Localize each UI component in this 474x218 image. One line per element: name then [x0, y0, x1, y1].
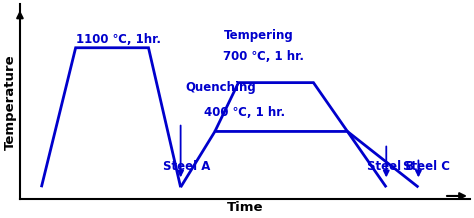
- Text: Tempering: Tempering: [223, 29, 293, 42]
- Y-axis label: Temperature: Temperature: [4, 54, 17, 150]
- Text: 1100 ℃, 1hr.: 1100 ℃, 1hr.: [76, 32, 161, 46]
- Text: Steel B: Steel B: [367, 160, 414, 173]
- Text: Quenching: Quenching: [185, 81, 255, 94]
- Text: 400 ℃, 1 hr.: 400 ℃, 1 hr.: [204, 106, 285, 119]
- X-axis label: Time: Time: [227, 201, 263, 214]
- Text: Steel C: Steel C: [403, 160, 450, 173]
- Text: 700 ℃, 1 hr.: 700 ℃, 1 hr.: [223, 50, 304, 63]
- Text: Steel A: Steel A: [164, 160, 211, 173]
